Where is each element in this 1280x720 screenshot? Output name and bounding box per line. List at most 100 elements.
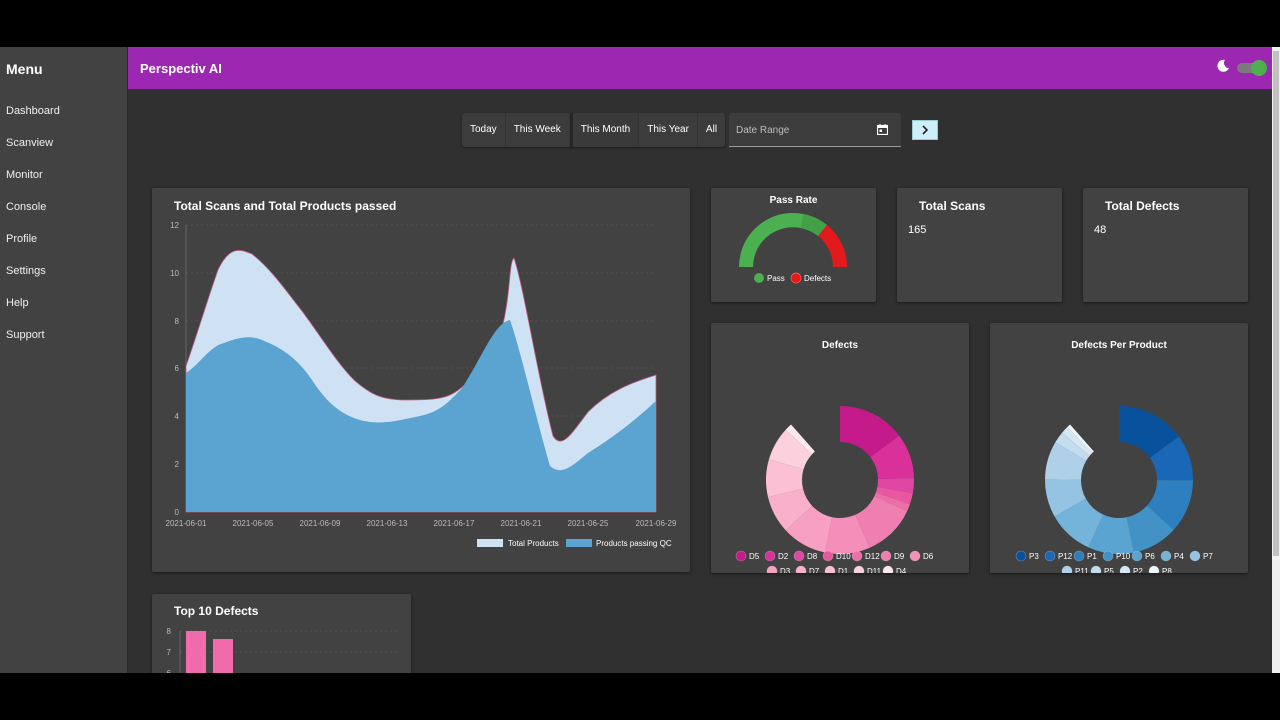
donut-slice-d4[interactable] [785, 424, 815, 455]
legend-swatch-p11[interactable] [1061, 565, 1073, 573]
donut-slice-p8[interactable] [1067, 424, 1094, 453]
scrollbar-thumb[interactable] [1273, 51, 1279, 556]
donut-slice-d11[interactable] [768, 429, 813, 470]
sidebar-item-profile[interactable]: Profile [6, 233, 38, 245]
donut-slice-d12[interactable] [874, 492, 910, 512]
legend-swatch-d9[interactable] [880, 550, 892, 562]
legend-swatch-d12[interactable] [851, 550, 863, 562]
dark-mode-toggle[interactable] [1237, 60, 1267, 76]
defects-per-product-donut-chart[interactable]: P3 P12 P1 P10 P6 P4 P7 P11 P5 P2 P8 [990, 323, 1248, 573]
sidebar-item-settings[interactable]: Settings [6, 265, 46, 277]
range-this-month-button[interactable]: This Month [569, 113, 640, 147]
legend-label[interactable]: P11 [1075, 567, 1089, 573]
donut-slice-d2[interactable] [870, 435, 914, 480]
legend-swatch-p10[interactable] [1102, 550, 1114, 562]
legend-label[interactable]: D5 [749, 552, 760, 561]
donut-slice-p12[interactable] [1149, 436, 1193, 481]
date-range-input[interactable]: Date Range [729, 113, 901, 147]
legend-swatch-p7[interactable] [1189, 550, 1201, 562]
legend-swatch-d1[interactable] [824, 565, 836, 573]
legend-swatch-d11[interactable] [853, 565, 865, 573]
legend-label[interactable]: P2 [1133, 567, 1143, 573]
legend-swatch-d10[interactable] [822, 550, 834, 562]
donut-slice-p1[interactable] [1147, 480, 1193, 530]
donut-slice-p5[interactable] [1055, 432, 1090, 461]
top-app-bar: Perspectiv AI [128, 47, 1272, 89]
total-scans-title: Total Scans [919, 199, 986, 213]
donut-slice-d8[interactable] [877, 478, 914, 494]
page-scrollbar[interactable] [1272, 47, 1280, 673]
legend-swatch-p12[interactable] [1044, 550, 1056, 562]
range-today-button[interactable]: Today [462, 113, 506, 147]
legend-label[interactable]: D11 [867, 567, 882, 573]
calendar-icon[interactable] [877, 124, 888, 135]
legend-label[interactable]: D2 [778, 552, 789, 561]
legend-swatch-d5[interactable] [735, 550, 747, 562]
legend-swatch-d7[interactable] [795, 565, 807, 573]
range-all-button[interactable]: All [705, 124, 718, 135]
donut-slice-p4[interactable] [1054, 498, 1104, 548]
sidebar-item-support[interactable]: Support [6, 329, 45, 341]
sidebar-item-console[interactable]: Console [6, 201, 47, 213]
donut-slice-p3[interactable] [1119, 406, 1179, 458]
donut-slice-d7[interactable] [767, 488, 813, 531]
legend-label[interactable]: D7 [809, 567, 820, 573]
legend-swatch-d2[interactable] [764, 550, 776, 562]
y-axis-labels: 0 2 4 6 8 10 12 [170, 221, 179, 517]
legend-label[interactable]: P3 [1029, 552, 1039, 561]
total-defects-value: 48 [1094, 224, 1107, 236]
bar-2 [213, 639, 233, 673]
legend-label[interactable]: D12 [865, 552, 880, 561]
legend-label[interactable]: D8 [807, 552, 818, 561]
area-chart[interactable]: 0 2 4 6 8 10 12 2021-06-01 2021-06-05 20… [152, 188, 690, 572]
legend-label[interactable]: D6 [923, 552, 934, 561]
legend-label[interactable]: P12 [1058, 552, 1073, 561]
donut-slice-d5[interactable] [840, 406, 900, 458]
legend-label[interactable]: D4 [896, 567, 907, 573]
legend-label[interactable]: P10 [1116, 552, 1131, 561]
moon-icon[interactable] [1216, 59, 1230, 73]
legend-swatch-p3[interactable] [1015, 550, 1027, 562]
donut-slice-d10[interactable] [875, 486, 913, 505]
legend-swatch-p1[interactable] [1073, 550, 1085, 562]
svg-text:2021-06-09: 2021-06-09 [300, 519, 341, 528]
donut-slice-p7[interactable] [1045, 479, 1086, 517]
legend-label[interactable]: D9 [894, 552, 905, 561]
legend-label[interactable]: P6 [1145, 552, 1155, 561]
donut-slice-p11[interactable] [1045, 442, 1087, 480]
donut-slice-p2[interactable] [1061, 427, 1093, 456]
legend-swatch-p5[interactable] [1090, 565, 1102, 573]
legend-swatch-p6[interactable] [1131, 550, 1143, 562]
legend-swatch-p4[interactable] [1160, 550, 1172, 562]
pass-rate-gauge[interactable]: Pass Defects [711, 188, 876, 302]
sidebar-item-scanview[interactable]: Scanview [6, 137, 54, 149]
sidebar-item-dashboard[interactable]: Dashboard [6, 105, 60, 117]
donut-slice-d6[interactable] [824, 514, 870, 554]
apply-date-range-button[interactable] [912, 120, 938, 140]
legend-label[interactable]: P5 [1104, 567, 1114, 573]
legend-label[interactable]: P7 [1203, 552, 1213, 561]
legend-swatch-p2[interactable] [1119, 565, 1131, 573]
donut-slice-d3[interactable] [785, 505, 833, 553]
sidebar-item-help[interactable]: Help [6, 297, 29, 309]
range-this-week-button[interactable]: This Week [506, 113, 570, 147]
donut-slice-p6[interactable] [1088, 514, 1134, 554]
legend-label[interactable]: P4 [1174, 552, 1184, 561]
sidebar-item-monitor[interactable]: Monitor [6, 169, 43, 181]
legend-label[interactable]: D3 [780, 567, 791, 573]
legend-label[interactable]: D1 [838, 567, 849, 573]
donut-slice-p10[interactable] [1126, 505, 1174, 553]
legend-swatch-p8[interactable] [1148, 565, 1160, 573]
donut-slice-d1[interactable] [766, 459, 804, 498]
defects-donut-chart[interactable]: D5 D2 D8 D10 D12 D9 D6 D3 D7 D1 D11 D4 [711, 323, 969, 573]
donut-slice-d9[interactable] [855, 496, 908, 548]
legend-swatch-d8[interactable] [793, 550, 805, 562]
legend-swatch-d3[interactable] [766, 565, 778, 573]
legend-label[interactable]: P1 [1087, 552, 1097, 561]
legend-label[interactable]: P8 [1162, 567, 1172, 573]
top10-bar-chart[interactable]: 8 7 6 [152, 594, 411, 673]
range-this-year-button[interactable]: This Year [639, 113, 698, 147]
legend-swatch-d4[interactable] [882, 565, 894, 573]
legend-label[interactable]: D10 [836, 552, 851, 561]
legend-swatch-d6[interactable] [909, 550, 921, 562]
